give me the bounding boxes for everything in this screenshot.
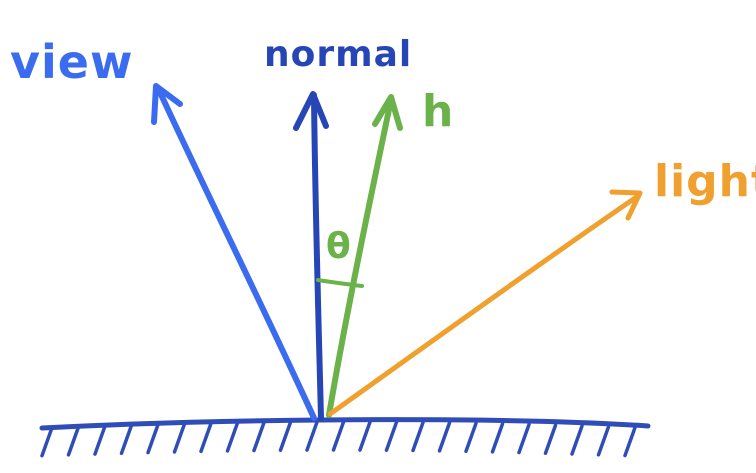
theta-angle-arc bbox=[316, 278, 364, 288]
surface-hatch-mark bbox=[596, 425, 611, 457]
surface-hatch-mark bbox=[305, 420, 319, 452]
surface-hatch-mark bbox=[490, 422, 505, 454]
surface-hatch-mark bbox=[199, 421, 213, 454]
view-arrow-head bbox=[151, 83, 183, 125]
surface-hatch-mark bbox=[570, 424, 584, 456]
surface-line bbox=[39, 417, 651, 431]
surface-hatch-mark bbox=[278, 420, 293, 452]
surface-hatch-mark bbox=[172, 422, 187, 454]
surface-hatch-mark bbox=[119, 423, 134, 456]
h-arrow-shaft bbox=[326, 97, 394, 418]
normal-arrow-shaft bbox=[311, 92, 324, 421]
surface-hatch-mark bbox=[93, 424, 107, 456]
surface-hatch-mark bbox=[384, 420, 399, 452]
surface-hatch-mark bbox=[146, 422, 160, 455]
h-arrow-head bbox=[372, 94, 403, 131]
surface-hatch-mark bbox=[40, 425, 54, 458]
light-arrow-shaft bbox=[327, 193, 641, 417]
surface-hatch-mark bbox=[543, 423, 558, 455]
surface-hatch-mark bbox=[517, 422, 531, 455]
surface-hatch-mark bbox=[66, 425, 81, 457]
surface-hatch-mark bbox=[252, 420, 266, 453]
h-vector bbox=[316, 94, 403, 418]
theta-label: θ bbox=[326, 226, 352, 267]
h-label: h bbox=[422, 86, 454, 137]
light-arrow-head bbox=[609, 189, 643, 221]
light-vector bbox=[327, 189, 643, 417]
surface-hatch-mark bbox=[331, 420, 346, 452]
normal-arrow-head bbox=[293, 91, 329, 131]
normal-vector bbox=[293, 91, 329, 421]
view-vector bbox=[151, 83, 317, 421]
surface-hatch-mark bbox=[437, 421, 452, 453]
surface-hatch-mark bbox=[358, 420, 372, 452]
view-label: view bbox=[10, 35, 133, 89]
light-label: light bbox=[654, 156, 756, 207]
surface-hatches bbox=[40, 420, 637, 458]
surface-hatch-mark bbox=[411, 420, 425, 453]
normal-label: normal bbox=[264, 34, 412, 75]
view-arrow-shaft bbox=[155, 85, 317, 421]
surface-hatch-mark bbox=[623, 425, 637, 458]
surface-hatch-mark bbox=[464, 421, 478, 454]
surface-hatch-mark bbox=[225, 421, 240, 453]
